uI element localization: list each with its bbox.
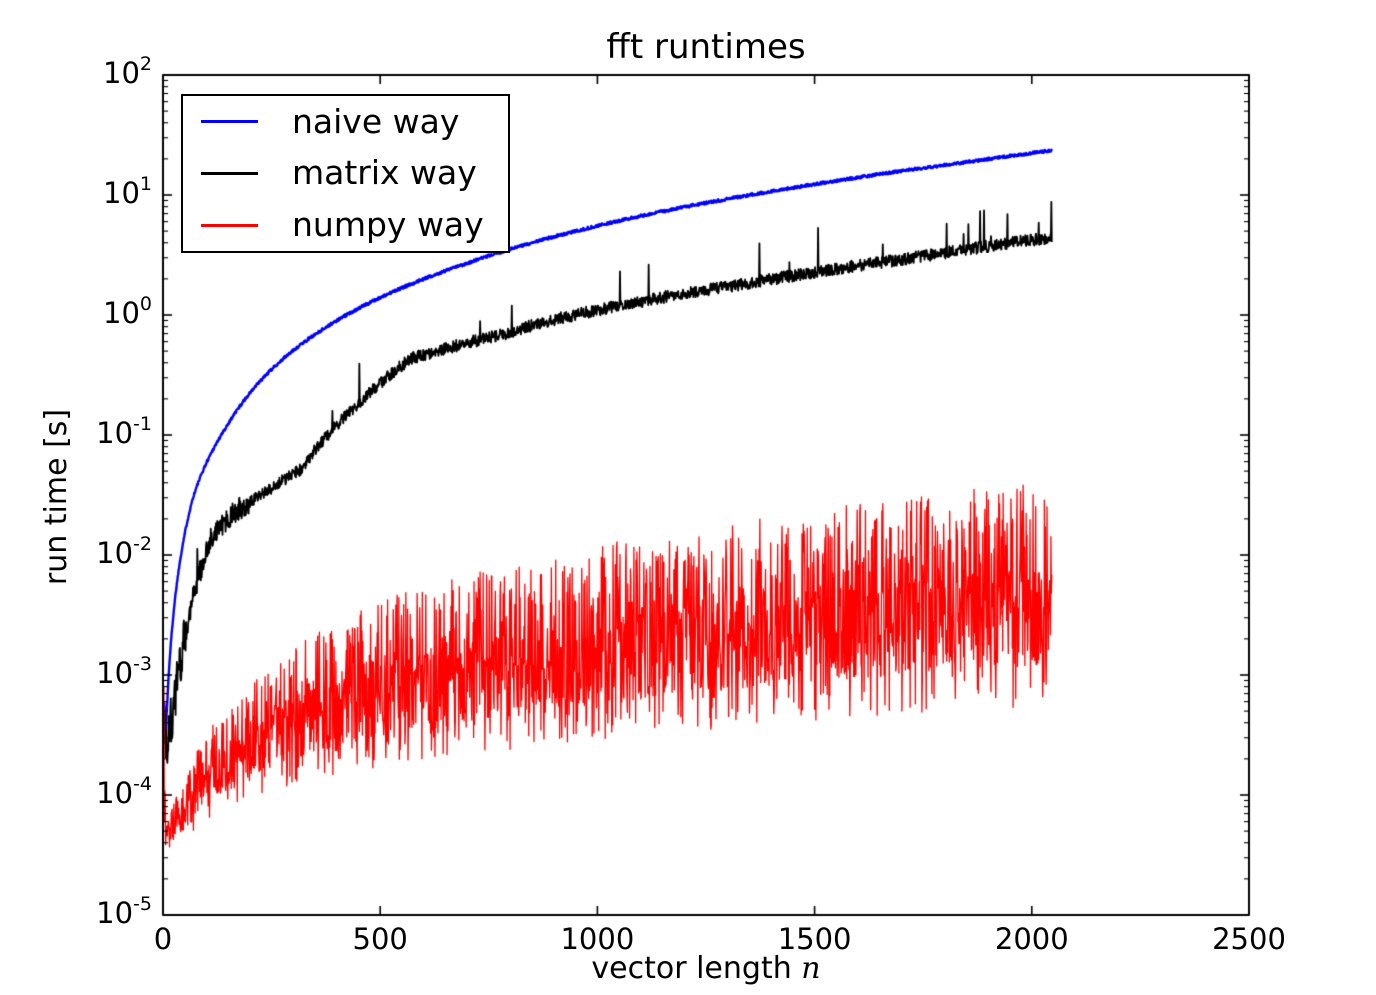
legend-row-matrix: matrix way [183,155,508,191]
y-tick-label: 101 [103,173,152,210]
legend-line-matrix [201,171,258,175]
x-tick-label: 500 [352,922,408,956]
x-axis-label-text: vector length [591,951,802,986]
x-axis-label: vector length n [163,952,1249,986]
chart-title: fft runtimes [606,27,806,67]
y-tick-label: 10-4 [96,773,152,810]
y-tick-label: 10-1 [96,413,152,450]
x-tick-label: 1000 [560,922,635,956]
x-tick-label: 2500 [1212,922,1286,956]
legend-label-naive: naive way [292,101,460,141]
legend-line-naive [201,120,258,124]
x-tick-label: 0 [153,922,173,956]
legend-label-matrix: matrix way [292,153,477,193]
legend-label-numpy: numpy way [292,204,484,244]
y-tick-label: 10-2 [96,533,152,570]
legend-line-numpy [201,223,258,227]
x-axis-label-variable: n [801,951,821,986]
y-tick-label: 10-5 [96,893,152,930]
x-tick-label: 1500 [777,922,852,956]
y-tick-label: 102 [103,53,152,90]
legend-row-naive: naive way [183,101,508,141]
legend-row-numpy: numpy way [183,204,508,244]
y-tick-label: 100 [103,293,152,330]
y-tick-label: 10-3 [96,653,152,690]
legend: naive way matrix way numpy way [181,94,510,253]
x-tick-label: 2000 [994,922,1069,956]
